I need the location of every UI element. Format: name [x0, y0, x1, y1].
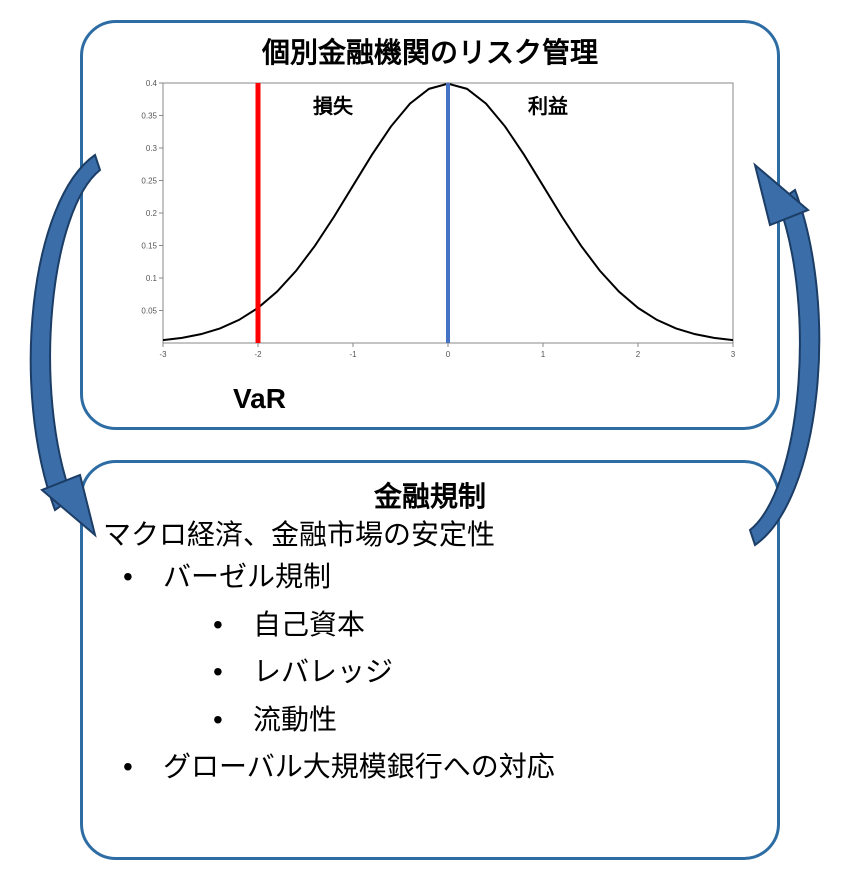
var-label: VaR — [233, 383, 286, 415]
svg-text:1: 1 — [541, 350, 546, 359]
svg-text:0.35: 0.35 — [141, 112, 157, 121]
svg-text:-3: -3 — [159, 350, 167, 359]
svg-text:0.1: 0.1 — [146, 274, 158, 283]
svg-text:2: 2 — [636, 350, 641, 359]
svg-text:0.25: 0.25 — [141, 177, 157, 186]
svg-text:0.4: 0.4 — [146, 79, 158, 88]
bullet-text: 流動性 — [253, 704, 337, 735]
gain-label: 利益 — [528, 94, 568, 118]
risk-management-panel: 個別金融機関のリスク管理 -3 -2 -1 0 1 2 3 0.05 0.1 0.15 0.2 0.2… — [80, 20, 780, 430]
bullet-text: グローバル大規模銀行への対応 — [163, 751, 555, 782]
regulation-panel: 金融規制 マクロ経済、金融市場の安定性 •バーゼル規制•自己資本•レバレッジ•流… — [80, 460, 780, 860]
bullet-list: •バーゼル規制•自己資本•レバレッジ•流動性•グローバル大規模銀行への対応 — [123, 553, 555, 791]
bottom-panel-subtitle: マクロ経済、金融市場の安定性 — [103, 513, 495, 553]
bullet-item: •自己資本 — [213, 601, 555, 649]
normal-distribution-chart: -3 -2 -1 0 1 2 3 0.05 0.1 0.15 0.2 0.25 0.3 0.35 0.4 損失… — [123, 73, 743, 373]
svg-text:-2: -2 — [254, 350, 262, 359]
bullet-item: •レバレッジ — [213, 648, 555, 696]
bullet-text: 自己資本 — [253, 609, 365, 640]
loss-label: 損失 — [313, 94, 354, 118]
bottom-panel-title: 金融規制 — [83, 475, 777, 515]
bullet-dot-icon: • — [213, 696, 253, 744]
bullet-item: •流動性 — [213, 696, 555, 744]
svg-text:0.15: 0.15 — [141, 242, 157, 251]
bullet-text: レバレッジ — [253, 656, 393, 687]
svg-text:0.2: 0.2 — [146, 209, 158, 218]
svg-text:-1: -1 — [349, 350, 357, 359]
svg-text:3: 3 — [731, 350, 736, 359]
bullet-dot-icon: • — [213, 601, 253, 649]
bullet-item: •グローバル大規模銀行への対応 — [123, 743, 555, 791]
svg-text:0: 0 — [446, 350, 451, 359]
bullet-dot-icon: • — [123, 743, 163, 791]
bullet-item: •バーゼル規制 — [123, 553, 555, 601]
bullet-dot-icon: • — [213, 648, 253, 696]
svg-text:0.3: 0.3 — [146, 144, 158, 153]
bullet-dot-icon: • — [123, 553, 163, 601]
top-panel-title: 個別金融機関のリスク管理 — [83, 31, 777, 71]
svg-text:0.05: 0.05 — [141, 307, 157, 316]
bullet-text: バーゼル規制 — [163, 561, 331, 592]
